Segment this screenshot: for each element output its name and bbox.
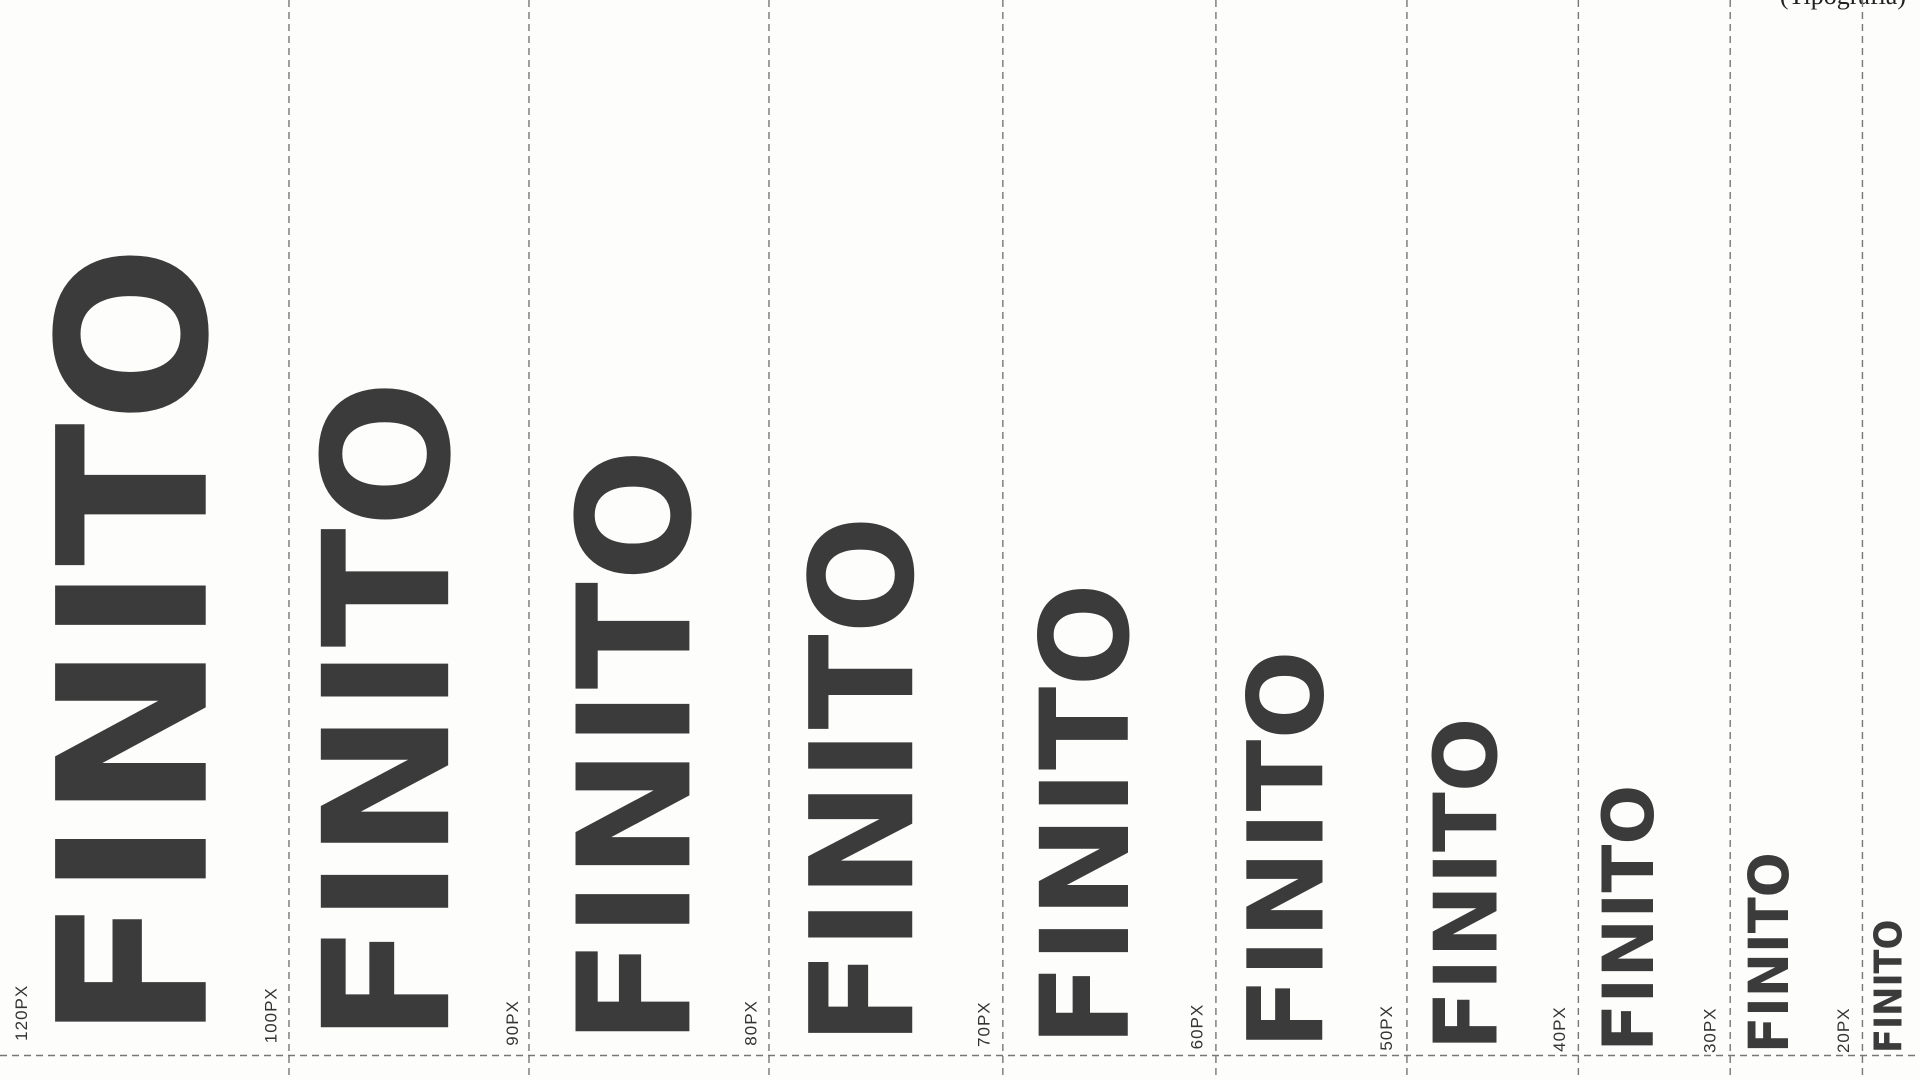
specimen-word: FINITO [14,245,255,1041]
size-label: 90PX [503,1000,522,1046]
specimen-word: FINITO [1225,650,1347,1049]
specimen-word: FINITO [1867,920,1912,1053]
size-label: 100PX [262,987,281,1043]
size-label: 70PX [974,1001,993,1047]
size-label: 120PX [12,985,31,1041]
size-label: 50PX [1377,1005,1396,1051]
specimen-word: FINITO [1738,852,1802,1053]
size-label: 30PX [1701,1007,1720,1053]
specimen-word: FINITO [1014,583,1157,1047]
size-label: 60PX [1187,1004,1206,1050]
size-label: 80PX [742,1000,761,1046]
specimen-word: FINITO [1588,785,1670,1052]
specimen-word: FINITO [1415,718,1517,1051]
header-note: (Tipografia) [1780,0,1906,10]
size-label: 20PX [1834,1007,1853,1053]
size-label: 40PX [1550,1006,1569,1052]
specimen-word: FINITO [287,380,490,1044]
specimen-word: FINITO [779,516,946,1046]
specimen-word: FINITO [544,448,726,1046]
